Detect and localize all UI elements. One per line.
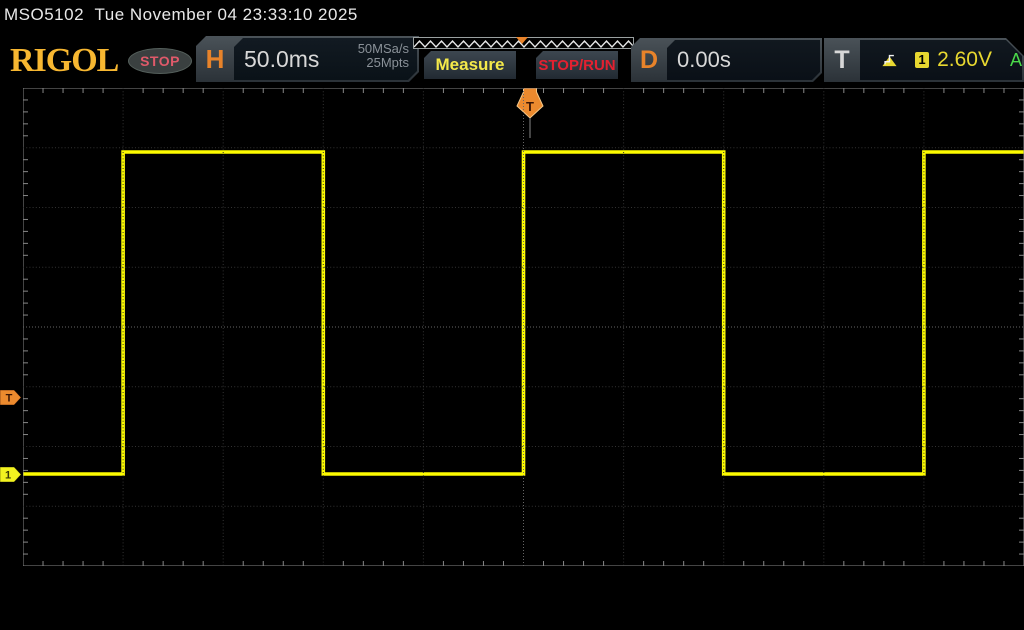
svg-text:1: 1	[5, 470, 11, 482]
svg-text:T: T	[6, 393, 13, 405]
